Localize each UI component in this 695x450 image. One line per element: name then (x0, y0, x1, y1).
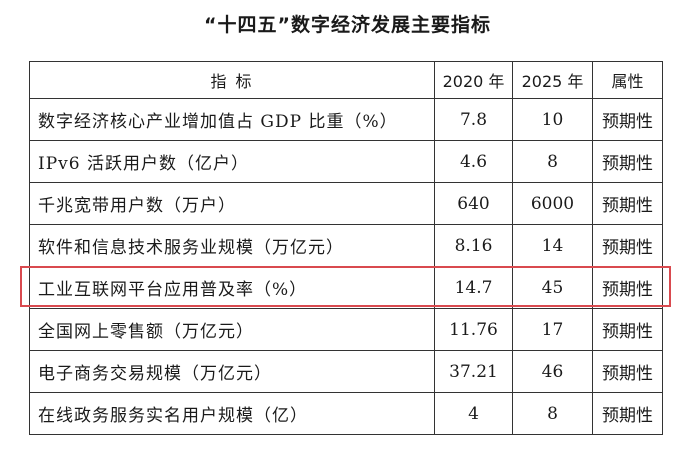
indicator-name: 在线政务服务实名用户规模（亿） (29, 392, 435, 435)
table-row: 软件和信息技术服务业规模（万亿元） 8.16 14 预期性 (29, 224, 663, 267)
page-title: “十四五”数字经济发展主要指标 (204, 14, 491, 36)
table-row: 数字经济核心产业增加值占 GDP 比重（%） 7.8 10 预期性 (29, 98, 663, 141)
attribute: 预期性 (592, 140, 663, 183)
value-2020: 640 (434, 182, 513, 225)
value-2020: 11.76 (434, 308, 513, 351)
value-2025: 8 (512, 140, 593, 183)
indicator-name: 软件和信息技术服务业规模（万亿元） (29, 224, 435, 267)
value-2020: 4 (434, 392, 513, 435)
indicator-name: 工业互联网平台应用普及率（%） (29, 266, 435, 309)
header-indicator: 指 标 (29, 61, 435, 99)
value-2025: 8 (512, 392, 593, 435)
table-row: 电子商务交易规模（万亿元） 37.21 46 预期性 (29, 350, 663, 393)
header-2020: 2020 年 (434, 61, 513, 99)
value-2020: 14.7 (434, 266, 513, 309)
indicator-name: 数字经济核心产业增加值占 GDP 比重（%） (29, 98, 435, 141)
attribute: 预期性 (592, 308, 663, 351)
table-row: IPv6 活跃用户数（亿户） 4.6 8 预期性 (29, 140, 663, 183)
table-header-row: 指 标 2020 年 2025 年 属性 (29, 61, 663, 99)
value-2020: 37.21 (434, 350, 513, 393)
value-2025: 45 (512, 266, 593, 309)
value-2020: 4.6 (434, 140, 513, 183)
indicator-name: 电子商务交易规模（万亿元） (29, 350, 435, 393)
indicator-name: 千兆宽带用户数（万户） (29, 182, 435, 225)
header-attribute: 属性 (592, 61, 663, 99)
table-row: 在线政务服务实名用户规模（亿） 4 8 预期性 (29, 392, 663, 435)
value-2025: 10 (512, 98, 593, 141)
table-row: 千兆宽带用户数（万户） 640 6000 预期性 (29, 182, 663, 225)
indicator-name: 全国网上零售额（万亿元） (29, 308, 435, 351)
attribute: 预期性 (592, 224, 663, 267)
table-row: 全国网上零售额（万亿元） 11.76 17 预期性 (29, 308, 663, 351)
value-2020: 8.16 (434, 224, 513, 267)
attribute: 预期性 (592, 350, 663, 393)
attribute: 预期性 (592, 266, 663, 309)
indicator-name: IPv6 活跃用户数（亿户） (29, 140, 435, 183)
indicators-table: 指 标 2020 年 2025 年 属性 数字经济核心产业增加值占 GDP 比重… (29, 61, 663, 435)
header-2025: 2025 年 (512, 61, 593, 99)
value-2025: 17 (512, 308, 593, 351)
table-row: 工业互联网平台应用普及率（%） 14.7 45 预期性 (29, 266, 663, 309)
attribute: 预期性 (592, 392, 663, 435)
attribute: 预期性 (592, 182, 663, 225)
attribute: 预期性 (592, 98, 663, 141)
value-2025: 6000 (512, 182, 593, 225)
value-2020: 7.8 (434, 98, 513, 141)
value-2025: 14 (512, 224, 593, 267)
value-2025: 46 (512, 350, 593, 393)
